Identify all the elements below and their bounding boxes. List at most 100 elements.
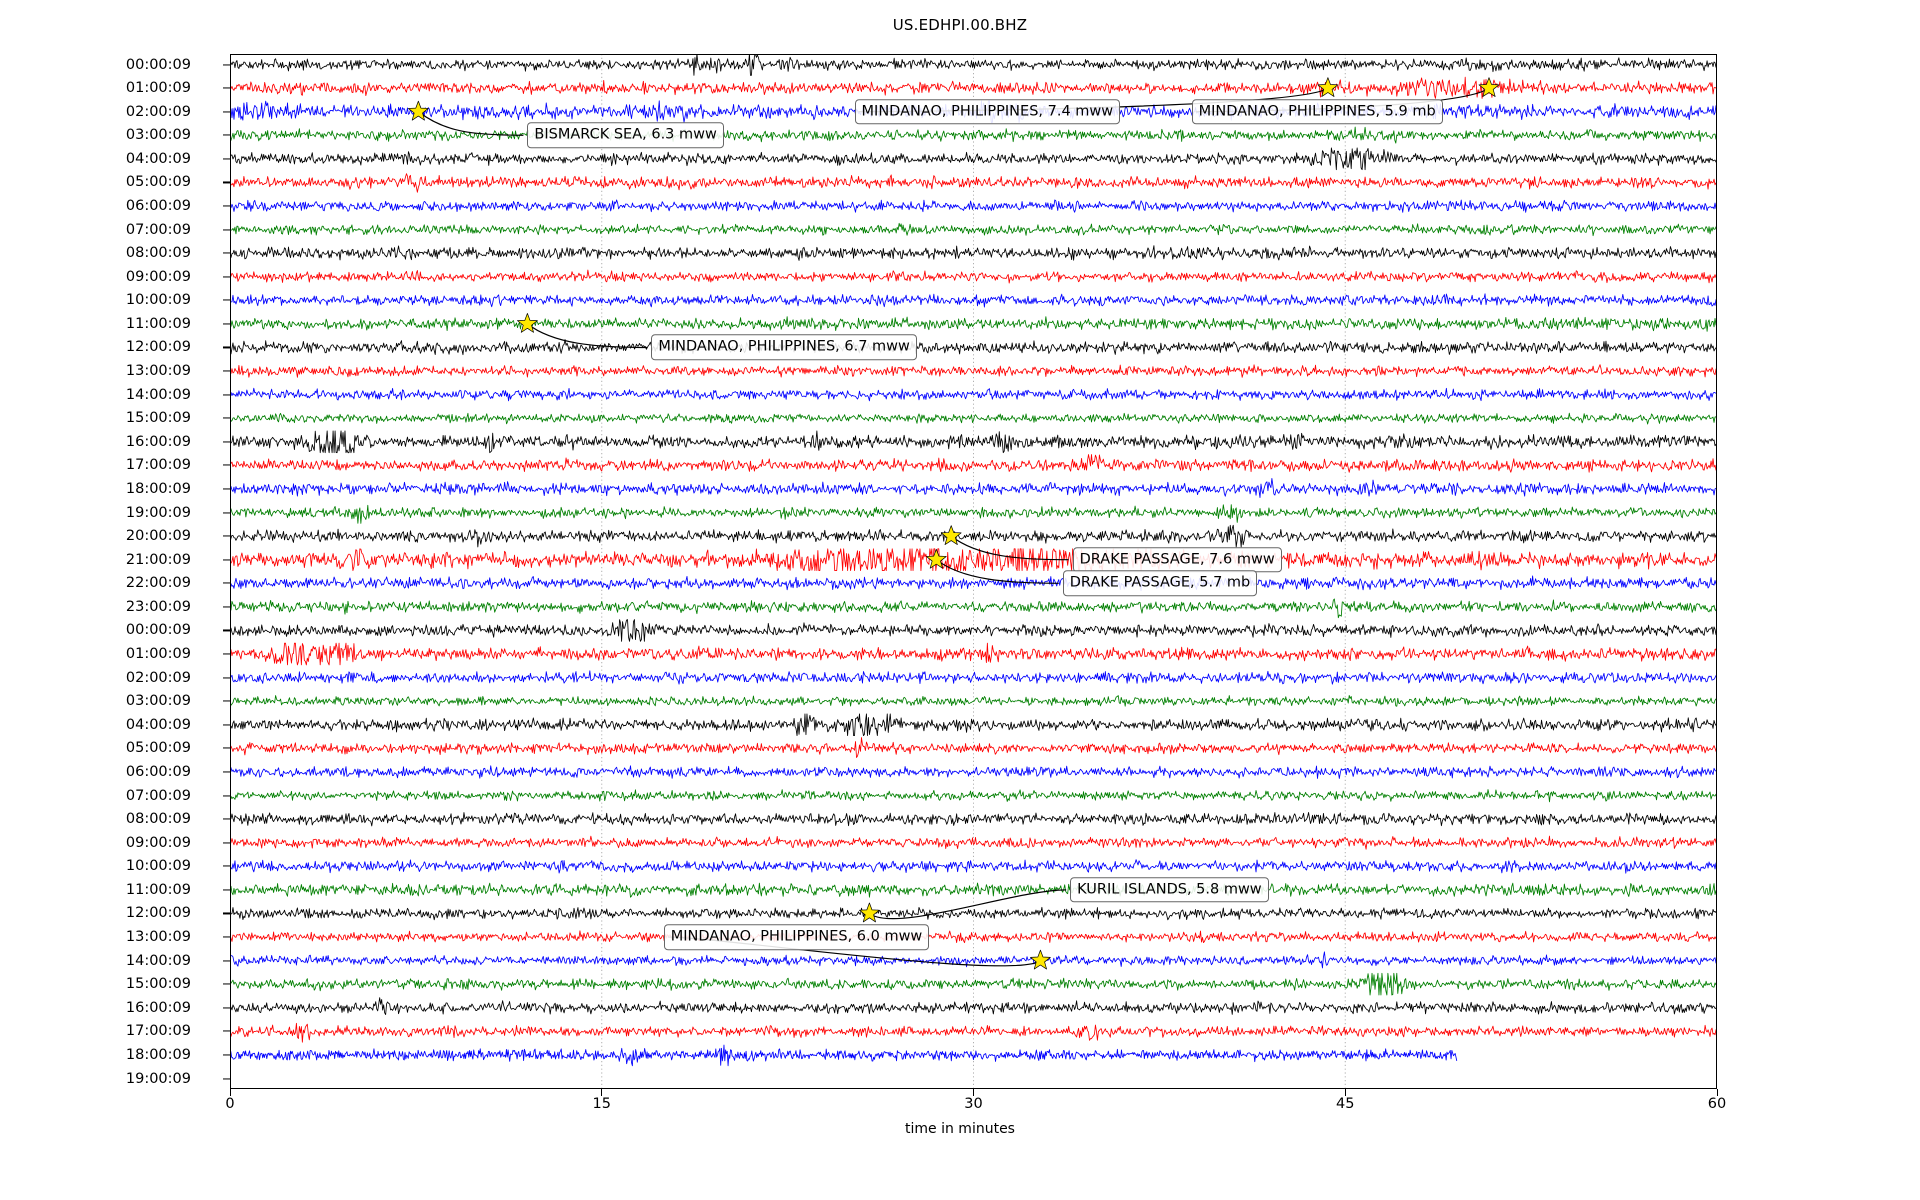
y-axis-tick-label: 14:00:09 [125,952,191,969]
seismic-trace [230,173,1717,193]
x-axis-tick-label: 0 [225,1096,235,1112]
seismic-trace [230,575,1717,592]
event-annotation-mindanao-7-4[interactable]: MINDANAO, PHILIPPINES, 7.4 mww [854,98,1121,125]
y-axis-tick-label: 20:00:09 [125,527,191,544]
seismic-trace [230,387,1717,402]
y-axis-tick-label: 07:00:09 [125,221,191,238]
event-star-icon[interactable] [1030,949,1051,970]
annotation-leader-line [527,323,648,349]
event-annotation-drake-passage-7-6[interactable]: DRAKE PASSAGE, 7.6 mww [1072,546,1282,573]
seismic-trace [230,812,1717,827]
y-axis-tick-mark [223,205,230,207]
y-axis-tick-label: 17:00:09 [125,1023,191,1040]
y-axis-tick-label: 04:00:09 [125,150,191,167]
y-axis-tick-label: 02:00:09 [125,103,191,120]
x-axis-tick-mark [601,1089,603,1096]
y-axis-tick-label: 06:00:09 [125,197,191,214]
y-axis-tick-mark [223,111,230,113]
annotation-canvas [408,77,1500,970]
y-axis-tick-mark [223,606,230,608]
y-axis-tick-mark [223,771,230,773]
y-axis-tick-mark [223,724,230,726]
seismic-trace [230,997,1717,1016]
x-axis-title: time in minutes [905,1121,1015,1137]
y-axis-tick-mark [223,818,230,820]
y-axis-tick-mark [223,983,230,985]
event-star-icon[interactable] [408,100,429,121]
x-axis-tick-mark [1716,1089,1718,1096]
y-axis-tick-label: 01:00:09 [125,645,191,662]
y-axis-tick-label: 09:00:09 [125,268,191,285]
annotation-leader-line [417,111,524,136]
seismic-trace [230,199,1717,213]
y-axis-tick-label: 08:00:09 [125,244,191,261]
y-axis-tick-mark [223,1054,230,1056]
seismic-trace [230,670,1717,685]
y-axis-tick-mark [223,582,230,584]
y-axis-tick-label: 23:00:09 [125,598,191,615]
seismic-trace [230,695,1717,707]
seismic-trace [230,859,1717,874]
y-axis-tick-mark [223,134,230,136]
event-annotation-mindanao-5-9[interactable]: MINDANAO, PHILIPPINES, 5.9 mb [1191,98,1443,125]
event-annotation-drake-passage-5-7[interactable]: DRAKE PASSAGE, 5.7 mb [1062,570,1258,597]
seismic-trace [230,951,1717,969]
event-annotation-kuril-islands-5-8[interactable]: KURIL ISLANDS, 5.8 mww [1070,877,1269,903]
y-axis-tick-mark [223,700,230,702]
seismic-trace [230,269,1717,284]
event-annotation-bismarck-sea[interactable]: BISMARCK SEA, 6.3 mww [527,122,724,148]
y-axis-tick-mark [223,394,230,396]
event-star-icon[interactable] [1317,77,1339,97]
seismic-trace [230,316,1717,332]
y-axis-tick-label: 17:00:09 [125,457,191,474]
seismic-trace [230,548,1717,571]
y-axis-tick-mark [223,912,230,914]
y-axis-tick-mark [223,488,230,490]
x-axis-tick-label: 45 [1336,1096,1355,1112]
y-axis-tick-label: 01:00:09 [125,79,191,96]
y-axis-tick-mark [223,229,230,231]
x-axis-tick-label: 15 [592,1096,611,1112]
seismic-trace [230,245,1717,261]
y-axis-tick-mark [223,1007,230,1009]
y-axis-tick-mark [223,252,230,254]
event-star-icon[interactable] [1478,77,1500,97]
y-axis-tick-label: 16:00:09 [125,999,191,1016]
seismic-trace [230,619,1717,642]
event-star-icon[interactable] [517,313,538,333]
y-axis-tick-label: 13:00:09 [125,362,191,379]
y-axis-tick-mark [223,417,230,419]
event-star-icon[interactable] [925,548,947,569]
annotation-leader-line [950,535,1069,561]
y-axis-tick-mark [223,87,230,89]
y-axis-tick-mark [223,629,230,631]
event-star-icon[interactable] [859,902,880,923]
y-axis-tick-label: 13:00:09 [125,928,191,945]
seismic-trace [230,504,1717,524]
seismic-trace [230,222,1717,237]
y-axis-tick-mark [223,158,230,160]
y-axis-tick-label: 19:00:09 [125,1070,191,1087]
y-axis-tick-mark [223,63,230,66]
y-axis-tick-mark [223,181,230,183]
plot-axes [230,54,1717,1089]
event-annotation-mindanao-6-0[interactable]: MINDANAO, PHILIPPINES, 6.0 mww [663,924,930,950]
y-axis-tick-mark [223,559,230,561]
y-axis-tick-label: 10:00:09 [125,858,191,875]
y-axis-tick-mark [223,747,230,749]
seismic-trace [230,737,1717,758]
event-star-icon[interactable] [940,525,962,545]
seismic-trace [230,713,1717,737]
seismic-trace [230,598,1717,619]
event-annotation-mindanao-6-7[interactable]: MINDANAO, PHILIPPINES, 6.7 mww [651,334,917,361]
y-axis-tick-label: 18:00:09 [125,1046,191,1063]
y-axis-tick-label: 22:00:09 [125,575,191,592]
seismic-trace [230,339,1717,356]
y-axis-tick-mark [223,511,230,514]
seismic-trace [230,789,1717,803]
y-axis-tick-label: 12:00:09 [125,339,191,356]
seismic-trace [230,54,1717,76]
y-axis-tick-mark [223,441,230,443]
y-axis-tick-label: 07:00:09 [125,787,191,804]
